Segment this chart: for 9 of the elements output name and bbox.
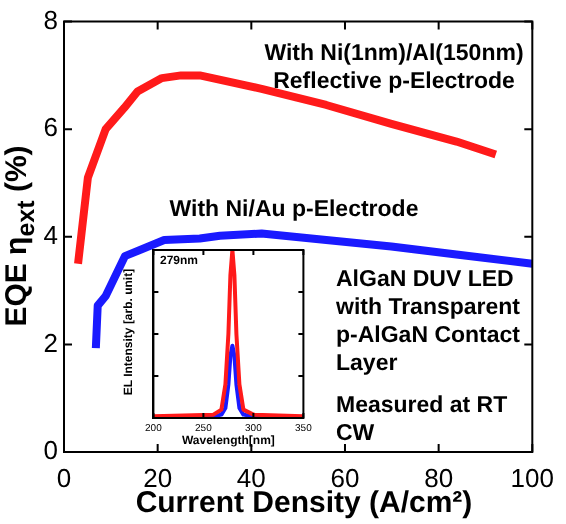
x-tick-label: 100 bbox=[510, 462, 555, 493]
y-tick-label: 6 bbox=[43, 112, 58, 143]
annotation: AlGaN DUV LED with Transparent p-AlGaN Contact Layer bbox=[336, 266, 521, 378]
annotation: With Ni/Au p-Electrode bbox=[167, 196, 421, 224]
y-tick-label: 2 bbox=[43, 327, 58, 358]
y-tick-label: 4 bbox=[43, 219, 58, 250]
annotation: Measured at RT CW bbox=[336, 392, 508, 448]
annotation: With Ni(1nm)/Al(150nm) Reflective p-Electrode bbox=[262, 40, 526, 96]
y-tick-label: 8 bbox=[43, 4, 58, 35]
